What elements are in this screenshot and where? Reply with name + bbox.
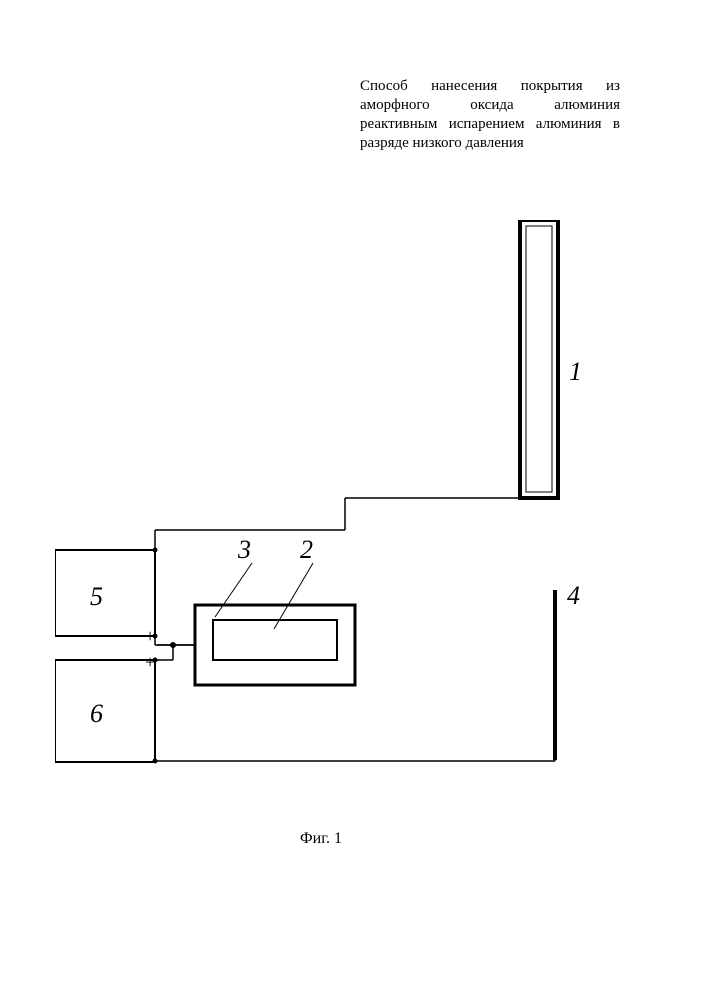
- crucible-inner-2: [213, 620, 337, 660]
- figure-1-diagram: 12345+−6+−: [55, 220, 655, 820]
- label-1: 1: [569, 357, 582, 386]
- label-4: 4: [567, 581, 580, 610]
- label-3: 3: [237, 535, 251, 564]
- title-line: Способ нанесения покрытия из: [360, 77, 620, 96]
- box6-minus-terminal: [153, 759, 158, 764]
- element-1-inner: [526, 226, 552, 492]
- box6-minus: −: [143, 752, 153, 772]
- power-supply-5: [55, 550, 155, 636]
- document-title: Способ нанесения покрытия изаморфного ок…: [360, 77, 620, 153]
- title-line: разряде низкого давления: [360, 134, 620, 153]
- label-6: 6: [90, 699, 103, 728]
- element-4-bar: [553, 590, 557, 760]
- title-line: реактивным испарением алюминия в: [360, 115, 620, 134]
- power-supply-6: [55, 660, 155, 762]
- label-5: 5: [90, 582, 103, 611]
- figure-caption: Фиг. 1: [300, 830, 342, 848]
- label-2: 2: [300, 535, 313, 564]
- box5-minus: −: [143, 540, 153, 560]
- title-line: аморфного оксида алюминия: [360, 96, 620, 115]
